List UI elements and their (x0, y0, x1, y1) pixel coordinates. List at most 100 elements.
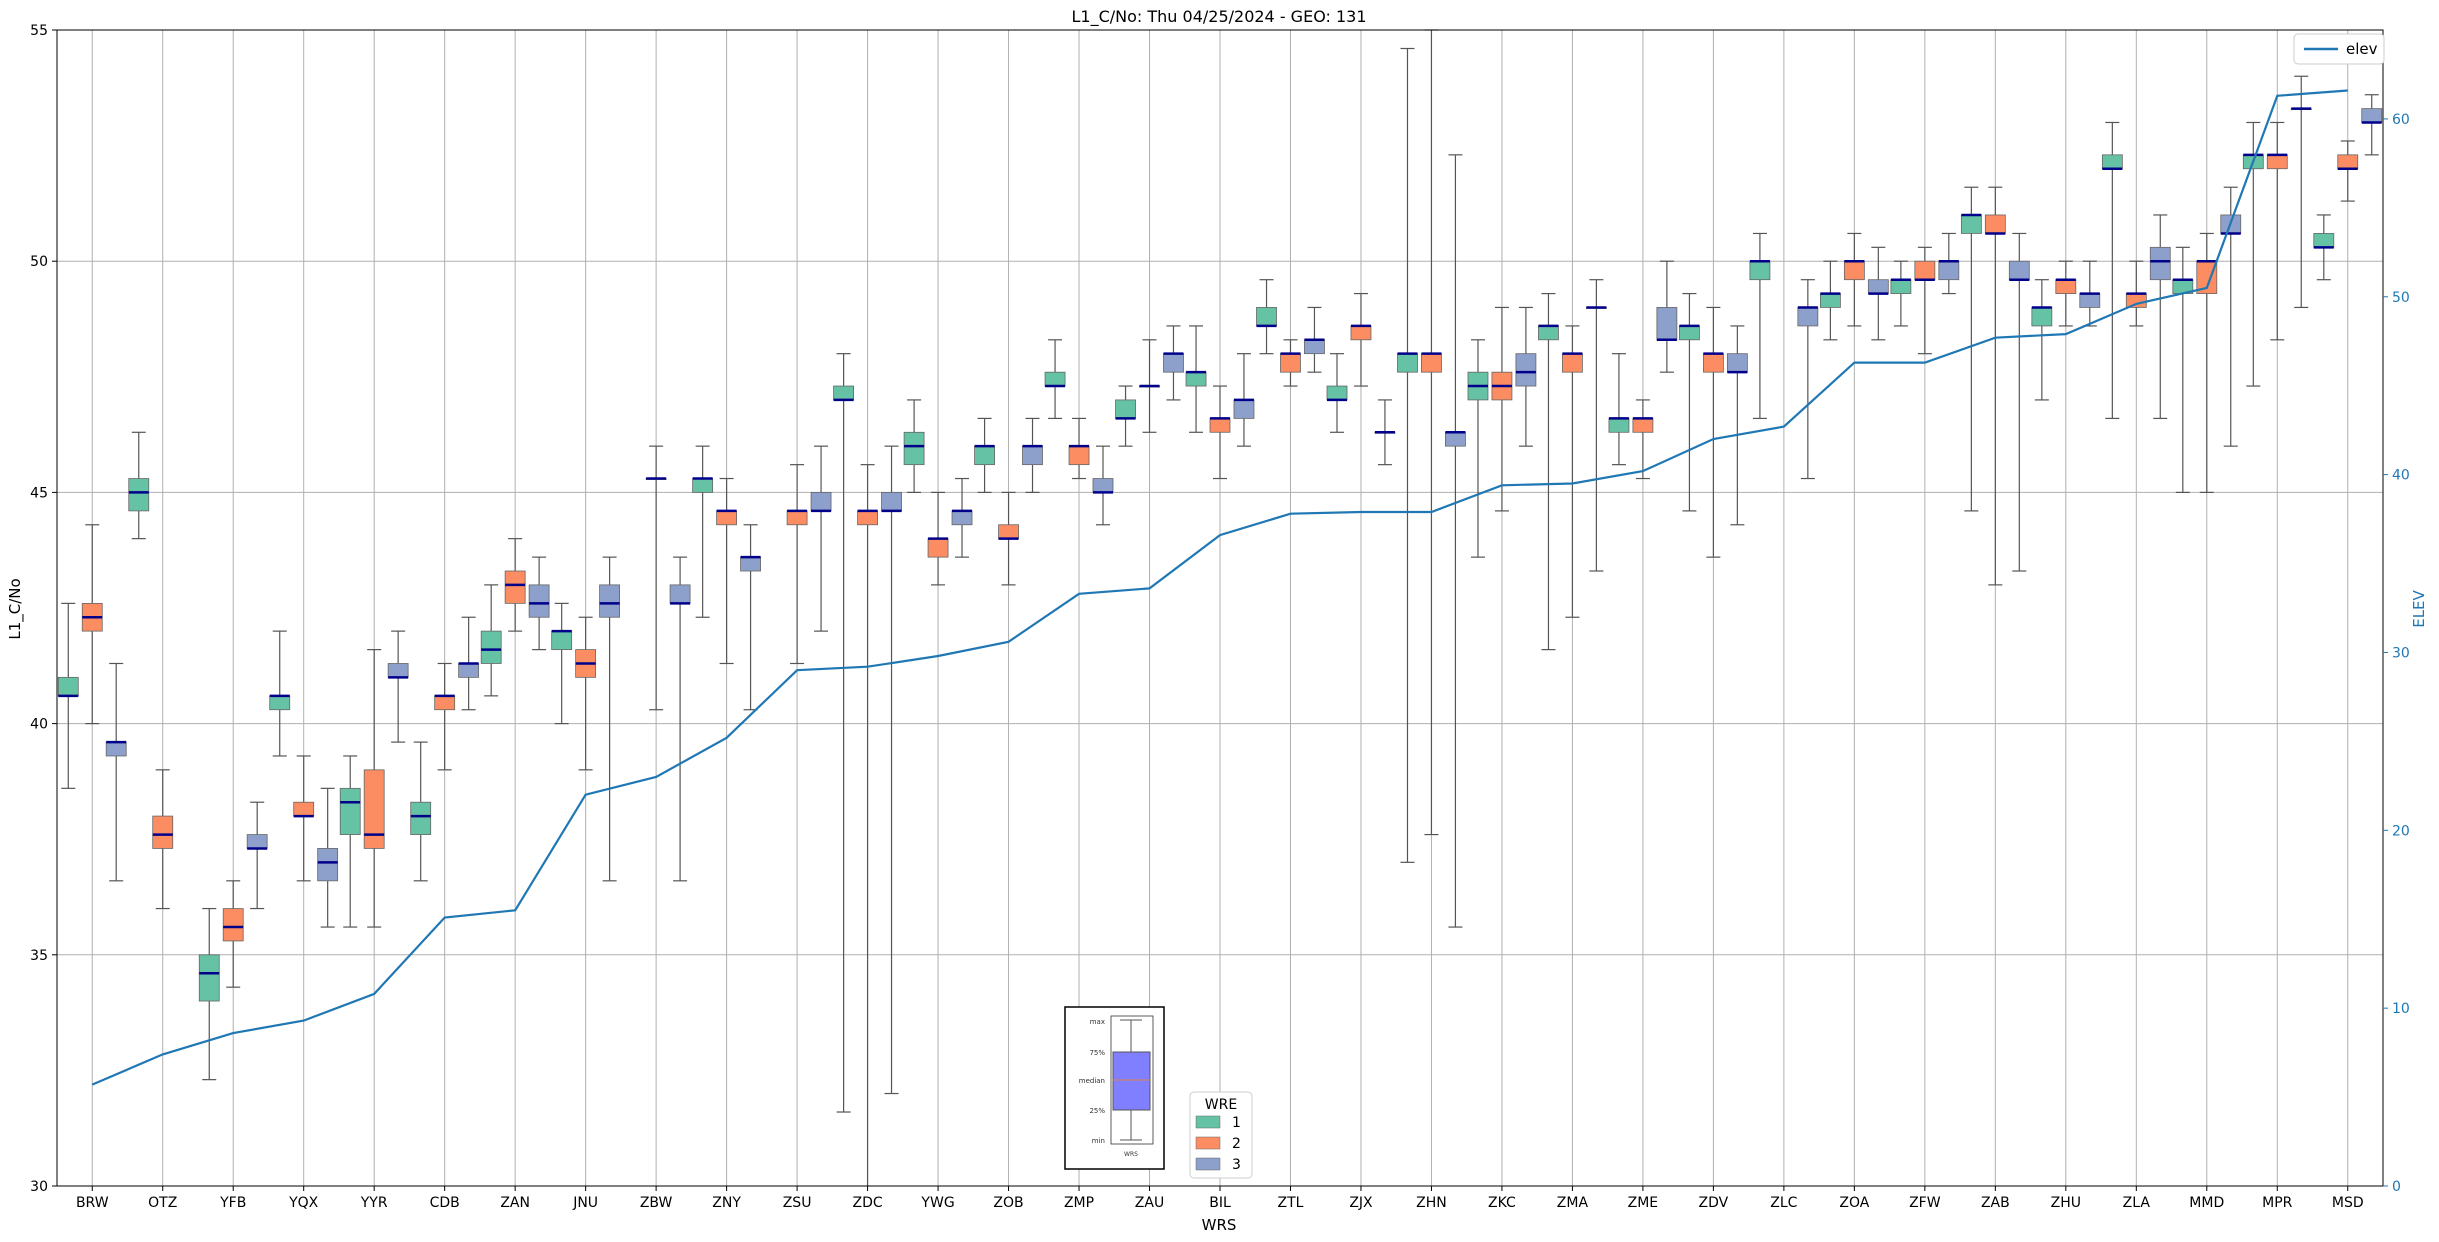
box-ZDC-wre3 (881, 445, 902, 1095)
box-key-box (1112, 1051, 1151, 1111)
box-ZKC-wre3 (1515, 306, 1537, 447)
box-body (810, 491, 832, 512)
box-ZOB-wre3 (1022, 417, 1043, 493)
x-tick-label: ZMA (1557, 1195, 1589, 1211)
x-tick-label: ZOA (1839, 1195, 1869, 1211)
y2-tick-label: 30 (2392, 645, 2410, 661)
box-ZDV-wre2 (1702, 306, 1724, 558)
x-tick-label: ZAU (1135, 1195, 1164, 1211)
box-ZDC-wre2 (857, 464, 878, 1186)
y2-tick-label: 10 (2392, 1001, 2410, 1017)
wre-legend-frame (1189, 1091, 1253, 1179)
box-BRW-wre3 (105, 662, 127, 882)
box-body (1960, 214, 1982, 234)
box-body (246, 834, 268, 849)
x-tick-label: ZAN (500, 1195, 530, 1211)
box-ZOB-wre2 (998, 491, 1019, 586)
box-ZNY-wre2 (716, 477, 738, 665)
box-ZLC-wre1 (1749, 232, 1771, 420)
box-body (927, 538, 949, 558)
box-YYR-wre1 (339, 755, 361, 928)
box-body (599, 584, 621, 618)
box-body (269, 695, 291, 711)
box-body (1092, 478, 1114, 493)
box-ZMA-wre3 (1585, 279, 1607, 572)
box-ZMA-wre2 (1562, 325, 1583, 618)
box-ZKC-wre1 (1467, 339, 1489, 558)
box-ZSU-wre2 (786, 464, 808, 665)
box-body (881, 491, 902, 512)
box-body (1890, 279, 1912, 294)
box-MPR-wre1 (2242, 121, 2264, 387)
box-ZHN-wre1 (1397, 47, 1418, 863)
box-OTZ-wre2 (152, 769, 174, 910)
box-body (57, 676, 79, 697)
wre-legend-label-3: 3 (1232, 1157, 1241, 1173)
box-MSD-wre3 (2361, 94, 2383, 156)
box-ZFW-wre1 (1890, 260, 1912, 327)
box-key-label-q1: 25% (1089, 1107, 1105, 1115)
box-body (2079, 293, 2101, 308)
box-ZJX-wre2 (1350, 292, 1372, 387)
x-tick-label: ZME (1628, 1195, 1659, 1211)
box-ZOA-wre3 (1867, 246, 1889, 341)
box-body (387, 663, 409, 678)
box-body (903, 431, 925, 466)
box-body (2101, 154, 2123, 170)
box-ZBW-wre2 (645, 445, 667, 711)
box-body (410, 801, 432, 835)
y2-tick-label: 50 (2392, 290, 2410, 306)
x-tick-label: OTZ (148, 1195, 177, 1211)
box-body (1914, 260, 1936, 281)
y2-tick-label: 20 (2392, 823, 2410, 839)
box-body (974, 445, 995, 466)
box-body (551, 630, 573, 651)
box-ZLA-wre2 (2125, 260, 2147, 327)
box-ZJX-wre3 (1374, 399, 1396, 466)
elev-legend-frame (2293, 33, 2385, 65)
box-body (152, 815, 174, 849)
box-ZAB-wre2 (1984, 186, 2006, 586)
box-body (1280, 353, 1301, 373)
box-body (317, 848, 339, 882)
box-ZME-wre1 (1608, 353, 1630, 466)
box-YWG-wre3 (951, 477, 973, 558)
box-YWG-wre1 (903, 399, 925, 493)
box-body (528, 584, 550, 618)
x-tick-label: MMD (2189, 1195, 2224, 1211)
wre-legend-swatch-2 (1195, 1136, 1221, 1150)
box-ZHU-wre1 (2031, 279, 2053, 401)
x-tick-label: MSD (2332, 1195, 2364, 1211)
x-tick-label: ZAB (1981, 1195, 2010, 1211)
box-body (1797, 307, 1819, 327)
box-body (1938, 260, 1960, 281)
box-YQX-wre2 (293, 755, 315, 882)
box-YQX-wre1 (269, 630, 291, 757)
box-OTZ-wre1 (128, 431, 150, 540)
box-ZHU-wre2 (2055, 260, 2077, 327)
box-body (222, 908, 244, 942)
box-ZDV-wre3 (1726, 325, 1748, 526)
box-body (1843, 260, 1865, 281)
box-ZAB-wre3 (2008, 232, 2030, 572)
box-key-inner-frame (1110, 1015, 1154, 1145)
box-body (1326, 385, 1348, 401)
x-tick-label: YQX (288, 1195, 319, 1211)
box-ZAU-wre3 (1163, 325, 1184, 401)
box-YWG-wre2 (927, 491, 949, 586)
x-tick-label: ZTL (1278, 1195, 1304, 1211)
box-YYR-wre2 (363, 649, 385, 928)
box-body (786, 510, 808, 526)
box-ZMP-wre3 (1092, 445, 1114, 526)
box-YFB-wre3 (246, 801, 268, 910)
box-MPR-wre3 (2290, 75, 2312, 309)
box-ZTL-wre3 (1304, 306, 1325, 373)
box-JNU-wre2 (575, 616, 597, 771)
x-axis-label: WRS (1202, 1216, 1237, 1234)
x-tick-label: ZMP (1064, 1195, 1094, 1211)
box-body (198, 954, 220, 1002)
box-ZKC-wre2 (1491, 306, 1513, 512)
box-ZMA-wre1 (1538, 292, 1559, 651)
box-body (740, 556, 761, 572)
